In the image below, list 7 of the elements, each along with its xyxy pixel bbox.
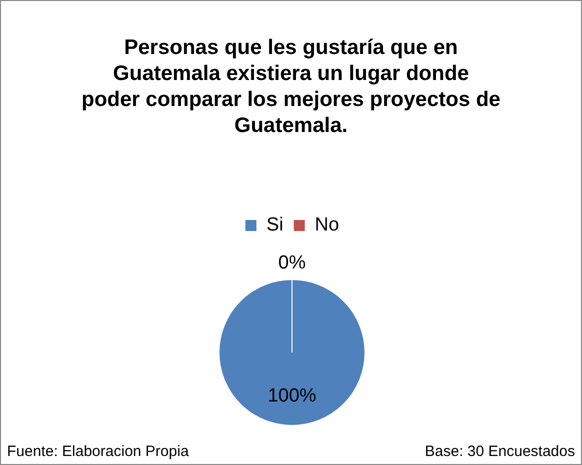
chart-title: Personas que les gustaría que en Guatemala existiera un lugar donde poder comparar los mejores proyectos de Guatemala. <box>81 35 501 139</box>
data-label: 100% <box>268 386 316 407</box>
text: Base: 30 Encuestados <box>424 443 575 460</box>
legend-label: Si <box>266 214 284 236</box>
legend-label: No <box>314 214 340 236</box>
text: 0% <box>278 252 306 274</box>
source-note: Fuente: Elaboracion Propia <box>7 443 189 460</box>
